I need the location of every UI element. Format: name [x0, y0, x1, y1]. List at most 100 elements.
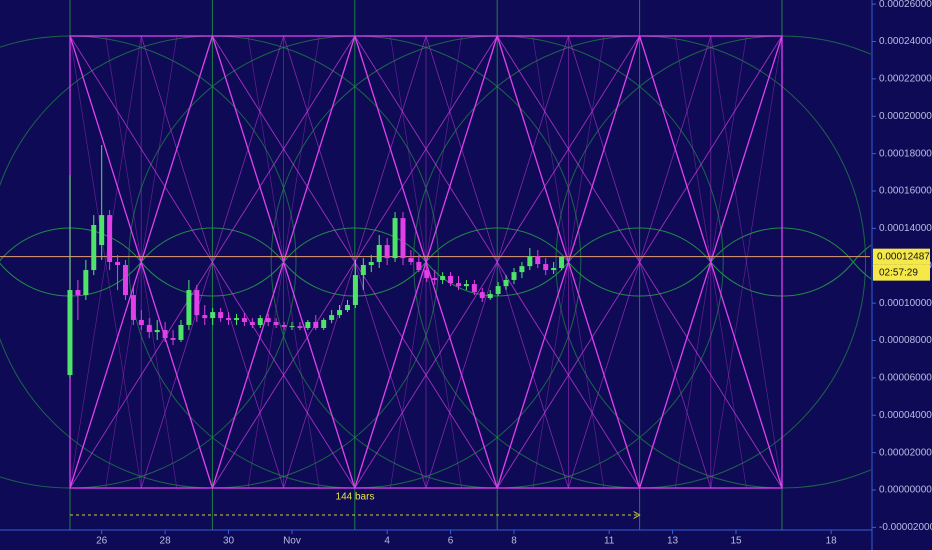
candle-body	[297, 326, 303, 328]
overlay-line	[638, 35, 783, 489]
candle-body	[146, 324, 152, 333]
x-tick-label: 11	[604, 536, 615, 547]
overlay-line	[354, 35, 640, 489]
candle-body	[115, 262, 121, 265]
overlay-arc	[568, 227, 712, 263]
candle-body	[265, 318, 271, 322]
overlay-line	[69, 35, 142, 489]
overlay-line	[496, 35, 641, 489]
candle-body	[257, 318, 263, 325]
y-tick-label: -0.00002000	[879, 522, 932, 533]
candle-body	[519, 266, 525, 273]
candle-body	[202, 315, 208, 319]
y-tick-label: 0.00018000	[879, 148, 932, 159]
candle-body	[107, 215, 113, 263]
overlay-line	[354, 35, 498, 489]
candle-body	[218, 312, 224, 319]
candle-body	[392, 218, 398, 259]
x-tick-label: 30	[223, 536, 235, 547]
x-tick-label: 26	[96, 536, 108, 547]
candle-body	[376, 245, 382, 263]
candle-body	[99, 215, 105, 246]
bars-range-arrow	[633, 511, 641, 519]
x-tick-label: 28	[160, 536, 172, 547]
candle-body	[186, 290, 192, 325]
y-tick-label: 0.00010000	[879, 298, 932, 309]
overlay-arc	[852, 244, 871, 263]
candle-body	[138, 319, 144, 325]
candle-body	[400, 218, 406, 259]
overlay-arc	[140, 227, 284, 263]
candle-body	[194, 290, 200, 316]
gann-overlay	[0, 0, 871, 530]
candle-body	[479, 292, 485, 299]
candle-body	[463, 284, 469, 287]
candle-body	[543, 264, 549, 271]
countdown-box	[873, 264, 930, 281]
plot-area: 144 bars	[0, 145, 870, 519]
candle-body	[130, 295, 136, 320]
candle-body	[289, 326, 295, 328]
x-tick-label: 13	[667, 536, 679, 547]
candle-body	[424, 270, 430, 279]
candle-body	[384, 245, 390, 259]
candle-body	[75, 290, 81, 296]
candle-body	[527, 256, 533, 267]
y-tick-label: 0.00000000	[879, 485, 932, 496]
candle-body	[281, 324, 287, 328]
overlay-arc	[140, 261, 284, 297]
candle-body	[503, 279, 509, 287]
candle-body	[471, 284, 477, 293]
x-tick-label: 15	[730, 536, 742, 547]
candle-body	[337, 310, 343, 316]
y-tick-label: 0.00014000	[879, 223, 932, 234]
candle-body	[329, 315, 335, 320]
overlay-arc	[852, 261, 871, 280]
candle-body	[495, 286, 501, 294]
countdown-label: 02:57:29	[879, 267, 918, 278]
candle-body	[91, 225, 97, 271]
candle-body	[154, 330, 160, 333]
candle-body	[448, 276, 454, 284]
y-tick-label: 0.00016000	[879, 186, 932, 197]
candle-body	[226, 318, 232, 320]
overlay-line	[212, 35, 498, 489]
y-tick-label: 0.00004000	[879, 410, 932, 421]
candle-body	[511, 272, 517, 280]
candle-body	[249, 321, 255, 325]
x-tick-label: Nov	[283, 536, 301, 547]
candle-body	[551, 267, 557, 271]
y-tick-label: 0.00024000	[879, 36, 932, 47]
candle-body	[440, 276, 446, 280]
candle-body	[122, 265, 128, 296]
overlay-line	[69, 35, 356, 489]
candle-body	[83, 270, 89, 296]
y-tick-label: 0.00026000	[879, 0, 932, 10]
y-tick-label: 0.00006000	[879, 373, 932, 384]
candle-body	[368, 262, 374, 265]
y-tick-label: 0.00008000	[879, 335, 932, 346]
x-tick-label: 8	[511, 536, 517, 547]
candle-body	[487, 293, 493, 299]
candle-body	[416, 262, 422, 271]
annotation: 144 bars	[336, 492, 375, 503]
x-tick-label: 6	[448, 536, 454, 547]
candle-body	[170, 338, 176, 340]
y-tick-label: 0.00022000	[879, 74, 932, 85]
candle-body	[321, 319, 327, 328]
candle-body	[559, 256, 565, 268]
overlay-line	[710, 35, 783, 489]
candle-body	[178, 324, 184, 340]
candle-body	[162, 330, 168, 339]
overlay-arc	[283, 227, 427, 263]
overlay-arc	[425, 227, 569, 263]
candle-body	[432, 278, 438, 280]
candle-body	[408, 258, 414, 263]
overlay-line	[211, 35, 356, 489]
overlay-arc	[568, 261, 712, 297]
candle-body	[313, 321, 319, 328]
